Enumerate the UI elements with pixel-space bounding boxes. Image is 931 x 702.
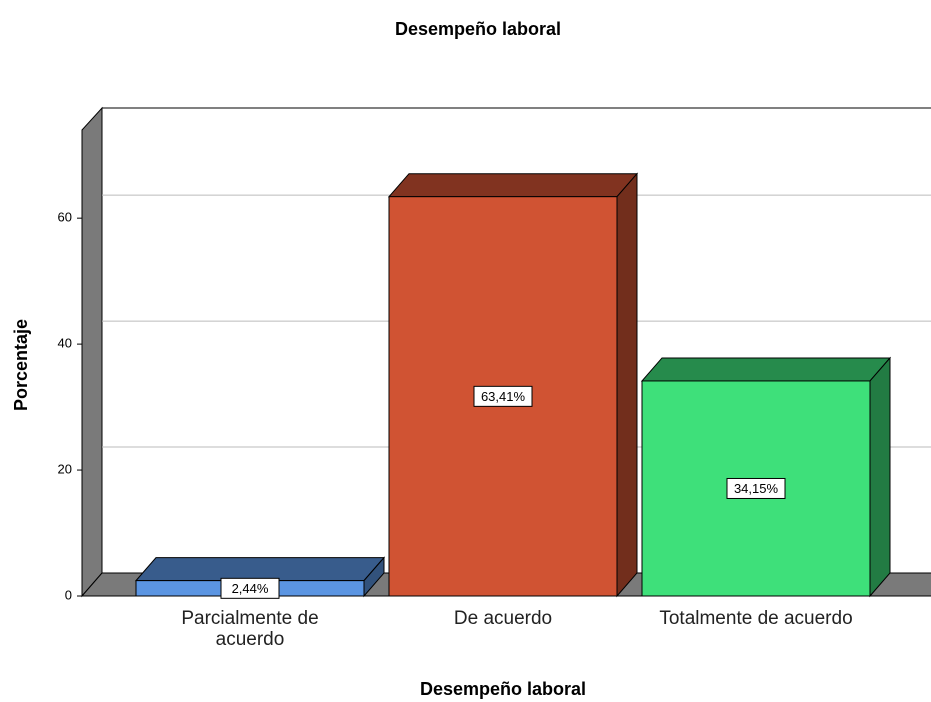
chart-title: Desempeño laboral — [395, 19, 561, 39]
y-tick-label: 60 — [58, 210, 72, 225]
bar-top — [387, 173, 639, 198]
value-label-box — [726, 477, 786, 499]
value-label-box — [473, 385, 533, 407]
bar-side — [869, 356, 891, 598]
y-tick-label: 20 — [58, 461, 72, 476]
bar-side — [616, 172, 638, 598]
x-axis-label: Desempeño laboral — [420, 679, 586, 699]
y-tick-label: 40 — [58, 336, 72, 351]
y-tick-label: 0 — [65, 587, 72, 602]
value-label: 2,44% — [232, 581, 269, 596]
x-tick-label: Parcialmente de acuerdo — [181, 608, 319, 650]
y-axis-label: Porcentaje — [11, 319, 31, 411]
bar-top — [640, 357, 892, 382]
value-label-box — [220, 577, 280, 599]
x-tick-label: De acuerdo — [453, 608, 553, 629]
left-wall — [81, 106, 103, 598]
value-label: 63,41% — [481, 389, 526, 404]
value-label: 34,15% — [734, 481, 779, 496]
x-tick-label: Totalmente de acuerdo — [659, 608, 853, 629]
bar-top — [134, 557, 386, 582]
